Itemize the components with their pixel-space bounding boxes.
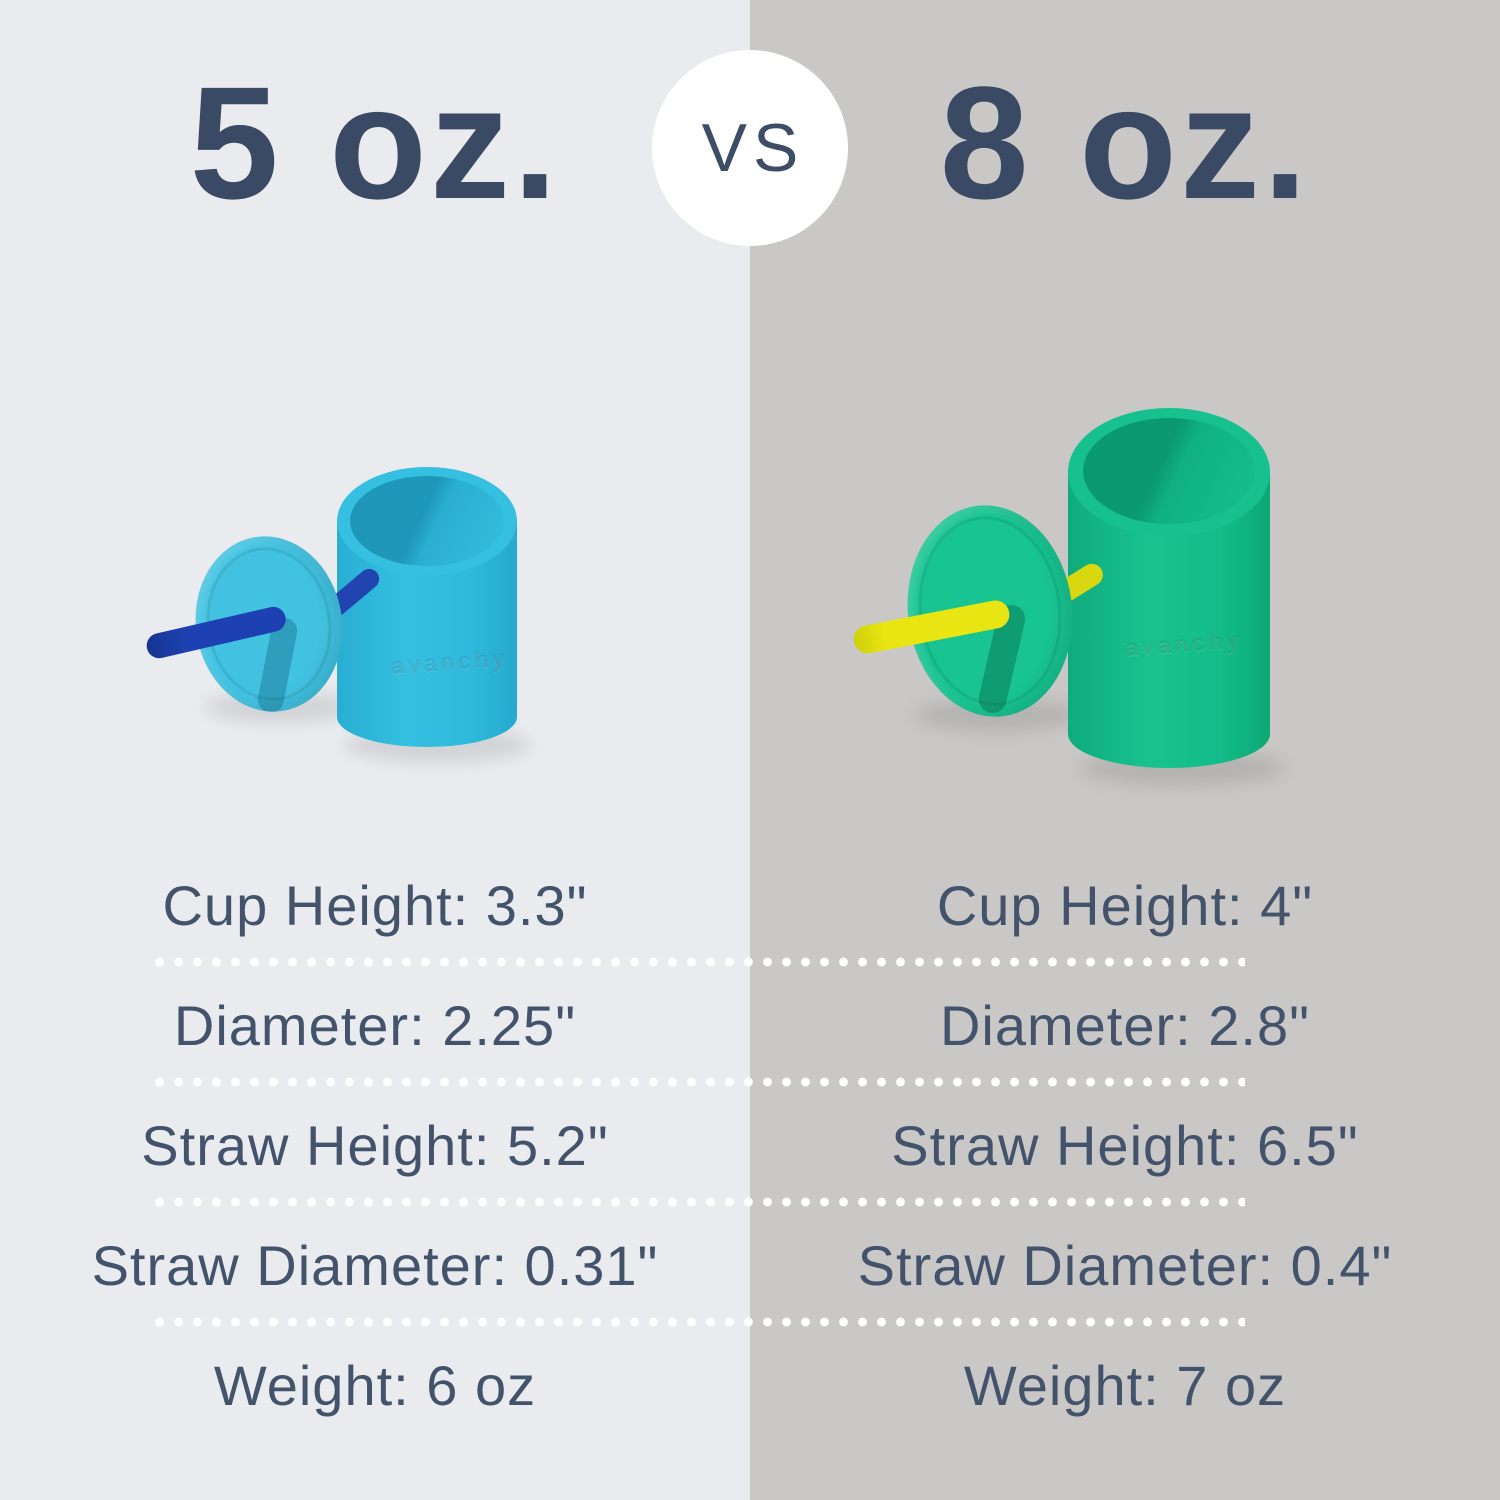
spec-row: Straw Height: 6.5" [891, 1114, 1359, 1177]
right-cup: avanchy [1068, 408, 1270, 768]
left-size-title: 5 oz. [189, 53, 561, 232]
dotted-separator [150, 1197, 1245, 1207]
spec-row: Diameter: 2.8" [939, 994, 1310, 1057]
spec-row: Diameter: 2.25" [173, 994, 577, 1057]
dotted-separator [150, 957, 1245, 967]
right-size-title: 8 oz. [939, 53, 1311, 232]
spec-row: Weight: 7 oz [963, 1354, 1287, 1417]
left-panel [0, 0, 750, 1500]
dotted-separator [150, 1317, 1245, 1327]
spec-row: Cup Height: 4" [936, 874, 1314, 937]
spec-row: Straw Diameter: 0.31" [91, 1234, 659, 1297]
left-cup: avanchy [337, 467, 517, 747]
dotted-separator [150, 1077, 1245, 1087]
right-cup-opening [1083, 418, 1255, 524]
spec-row: Cup Height: 3.3" [162, 874, 588, 937]
left-cup-opening [350, 476, 504, 566]
spec-row: Straw Height: 5.2" [141, 1114, 609, 1177]
spec-row: Straw Diameter: 0.4" [857, 1234, 1393, 1297]
spec-row: Weight: 6 oz [213, 1354, 537, 1417]
vs-badge: VS [652, 50, 848, 246]
vs-label: VS [701, 110, 805, 186]
